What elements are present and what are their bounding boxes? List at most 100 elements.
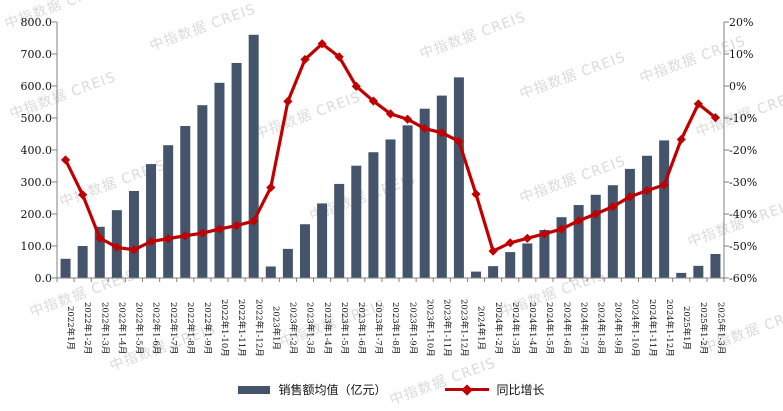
x-axis-label: 2024年1-6月	[561, 301, 572, 355]
bar	[471, 271, 482, 278]
bar	[505, 252, 516, 278]
yoy-point-diamond	[608, 202, 618, 212]
x-axis-tick-labels: 2022年1月 2022年1-2月 2022年1-3月 2022年1-4月 2022年1…	[57, 284, 726, 372]
yoy-point-diamond	[437, 128, 447, 138]
x-axis-label: 2023年1-2月	[287, 301, 298, 355]
yoy-point-diamond	[556, 224, 567, 234]
left-axis-tick-label: 400.0	[20, 144, 53, 157]
right-axis-tick-label: -10%	[729, 112, 758, 125]
x-axis-label: 2022年1-3月	[99, 301, 110, 355]
yoy-point-diamond	[368, 96, 378, 106]
yoy-point-diamond	[403, 114, 413, 124]
yoy-point-diamond	[95, 233, 105, 243]
yoy-point-diamond	[471, 189, 481, 199]
bar	[539, 230, 550, 278]
x-axis-label: 2023年1-8月	[390, 301, 401, 355]
x-axis-label: 2023年1-6月	[355, 301, 366, 355]
bar	[659, 140, 670, 278]
yoy-point-diamond	[214, 224, 225, 234]
yoy-point-diamond	[317, 39, 327, 49]
x-axis-label: 2023年1月	[270, 305, 281, 351]
yoy-point-diamond	[659, 180, 669, 190]
yoy-point-diamond	[129, 245, 139, 255]
left-axis-tick-label: 300.0	[20, 176, 53, 189]
x-axis-label: 2024年1-12月	[663, 299, 674, 357]
bar	[710, 254, 721, 278]
bar	[693, 265, 704, 278]
x-axis-label: 2025年1-2月	[698, 301, 709, 355]
left-axis-tick-label: 500.0	[20, 112, 53, 125]
right-axis-tick-label: -20%	[729, 144, 758, 157]
bar	[642, 155, 653, 278]
x-axis-label: 2023年1-4月	[321, 301, 332, 355]
left-axis-tick-label: 100.0	[20, 240, 53, 253]
bar	[590, 194, 601, 278]
yoy-point-diamond	[693, 99, 703, 109]
right-axis-tick-label: -40%	[729, 208, 758, 221]
x-axis-label: 2024年1-8月	[595, 301, 606, 355]
x-axis-label: 2024年1-2月	[492, 301, 503, 355]
left-axis-tick-label: 200.0	[20, 208, 53, 221]
bar	[146, 164, 157, 278]
x-axis-label: 2025年1-3月	[715, 301, 726, 355]
yoy-point-diamond	[112, 242, 122, 252]
bar	[299, 224, 310, 278]
yoy-point-diamond	[180, 231, 190, 241]
x-axis-label: 2022年1-10月	[219, 299, 230, 357]
bar	[282, 248, 293, 278]
right-axis-tick-label: 0%	[729, 80, 747, 93]
plot-area	[52, 21, 729, 282]
bar	[385, 139, 396, 278]
bar	[214, 82, 225, 278]
bar	[488, 266, 499, 278]
x-axis-label: 2025年1月	[681, 305, 692, 351]
yoy-point-diamond	[591, 209, 601, 219]
bar	[607, 185, 618, 278]
right-axis-tick-label: -30%	[729, 176, 758, 189]
yoy-point-diamond	[385, 109, 396, 119]
right-axis-tick-label: 20%	[729, 16, 754, 29]
bar	[231, 62, 242, 279]
left-axis-tick-label: 600.0	[20, 80, 53, 93]
x-axis-label: 2024年1-7月	[578, 301, 589, 355]
yoy-point-diamond	[505, 238, 515, 248]
left-axis-tick-label: 0.0	[34, 272, 53, 285]
bar	[453, 77, 464, 278]
yoy-point-diamond	[642, 186, 652, 196]
bar	[128, 190, 139, 278]
x-axis-label: 2022年1-4月	[116, 301, 127, 355]
line-series-swatch	[444, 383, 489, 396]
x-axis-label: 2023年1-5月	[338, 301, 349, 355]
yoy-point-diamond	[676, 134, 686, 145]
yoy-point-diamond	[710, 113, 721, 123]
x-axis-label: 2024年1-9月	[612, 301, 623, 355]
x-axis-label: 2022年1月	[65, 305, 76, 351]
yoy-point-diamond	[78, 190, 88, 200]
legend-line-label: 同比增长	[496, 383, 545, 397]
legend-bar-label: 销售额均值（亿元）	[278, 383, 387, 397]
yoy-point-diamond	[454, 136, 464, 146]
bar	[368, 152, 379, 278]
bar	[556, 217, 567, 278]
bar	[60, 258, 71, 278]
bar	[265, 266, 276, 278]
x-axis-label: 2023年1-10月	[424, 299, 435, 357]
yoy-point-diamond	[351, 81, 361, 91]
x-axis-label: 2022年1-12月	[253, 299, 264, 357]
x-axis-label: 2022年1-11月	[236, 299, 247, 357]
bar	[436, 95, 447, 278]
left-axis-tick-label: 800.0	[20, 16, 53, 29]
bar	[197, 105, 208, 278]
bar	[419, 108, 430, 278]
x-axis-label: 2024年1-11月	[646, 299, 657, 357]
x-axis-label: 2023年1-3月	[304, 301, 315, 355]
right-axis-tick-label: 10%	[729, 48, 754, 61]
diamond-marker-icon	[460, 383, 473, 396]
x-axis-label: 2022年1-8月	[184, 301, 195, 355]
legend: 销售额均值（亿元） 同比增长	[0, 381, 783, 398]
x-axis-label: 2024年1-5月	[544, 301, 555, 355]
bar	[573, 205, 584, 278]
bar	[77, 246, 88, 278]
left-axis-tick-label: 700.0	[20, 48, 53, 61]
